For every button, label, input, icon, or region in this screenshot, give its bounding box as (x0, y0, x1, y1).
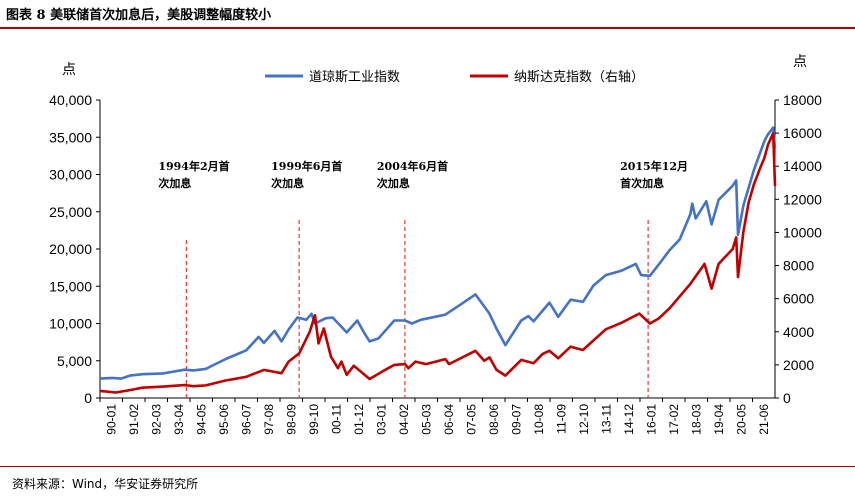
x-tick-label: 96-07 (239, 404, 253, 435)
x-tick-label: 99-10 (307, 404, 321, 435)
right-tick-label: 14000 (783, 158, 822, 174)
x-axis: 90-01 91-02 92-03 93-04 94-05 95-06 96-07 97-08… (99, 398, 771, 435)
left-tick-label: 0 (84, 390, 92, 406)
right-tick-label: 12000 (783, 191, 822, 207)
x-tick-label: 97-08 (262, 404, 276, 435)
x-tick-label: 17-02 (667, 404, 681, 435)
x-tick-label: 00-11 (329, 404, 343, 434)
x-tick-label: 13-11 (599, 404, 613, 434)
left-tick-label: 40,000 (49, 92, 92, 108)
rate-hike-label: 2015年12月 (620, 159, 688, 173)
x-tick-label: 95-06 (217, 404, 231, 435)
x-tick-label: 07-05 (464, 404, 478, 435)
rate-hike-label: 次加息 (271, 176, 304, 190)
x-tick-label: 91-02 (127, 404, 141, 435)
x-tick-label: 09-07 (509, 404, 523, 435)
x-tick-label: 18-03 (689, 404, 703, 435)
right-tick-label: 8000 (783, 258, 814, 274)
title-rule (0, 27, 855, 29)
rate-hike-label: 首次加息 (620, 176, 664, 190)
x-tick-label: 21-06 (757, 404, 771, 435)
right-tick-label: 4000 (783, 324, 814, 340)
x-tick-label: 08-06 (487, 404, 501, 435)
left-y-axis: 0 5,000 10,000 15,000 20,000 25,000 30,000 35,0… (49, 92, 100, 406)
left-tick-label: 20,000 (49, 241, 92, 257)
left-axis-unit: 点 (62, 62, 76, 78)
x-tick-label: 12-10 (577, 404, 591, 435)
right-tick-label: 18000 (783, 92, 822, 108)
x-tick-label: 19-04 (712, 404, 726, 435)
rate-hike-annotations: 1994年2月首次加息1999年6月首次加息2004年6月首次加息2015年12… (158, 159, 688, 398)
x-tick-label: 92-03 (149, 404, 163, 435)
right-tick-label: 16000 (783, 125, 822, 141)
series-lines (99, 126, 777, 394)
x-tick-label: 90-01 (104, 404, 118, 435)
rate-hike-label: 次加息 (158, 176, 191, 190)
x-tick-label: 20-05 (734, 404, 748, 435)
plot-frame (99, 100, 776, 399)
rate-hike-label: 次加息 (377, 176, 410, 190)
series-line-nasdaq (99, 131, 777, 394)
legend: 道琼斯工业指数 纳斯达克指数（右轴） (265, 70, 644, 85)
rate-hike-label: 1994年2月首 (158, 159, 229, 173)
source-note: 资料来源：Wind，华安证券研究所 (12, 477, 199, 491)
right-axis-unit: 点 (793, 54, 807, 70)
right-tick-label: 6000 (783, 291, 814, 307)
left-tick-label: 15,000 (49, 278, 92, 294)
x-tick-label: 10-08 (532, 404, 546, 435)
line-chart: 0 5,000 10,000 15,000 20,000 25,000 30,000 35,0… (49, 54, 822, 435)
rate-hike-label: 2004年6月首 (377, 159, 448, 173)
right-tick-label: 2000 (783, 357, 814, 373)
rate-hike-label: 1999年6月首 (271, 159, 342, 173)
x-tick-label: 14-12 (622, 404, 636, 435)
x-tick-label: 93-04 (172, 404, 186, 435)
series-line-dow-jones (99, 126, 777, 380)
x-tick-label: 01-12 (352, 404, 366, 435)
x-tick-label: 05-03 (419, 404, 433, 435)
right-tick-label: 0 (783, 390, 791, 406)
x-tick-label: 16-01 (644, 404, 658, 435)
left-tick-label: 30,000 (49, 167, 92, 183)
left-tick-label: 5,000 (57, 353, 92, 369)
x-tick-label: 11-09 (554, 404, 568, 434)
left-tick-label: 10,000 (49, 316, 92, 332)
footer-rule (0, 466, 855, 467)
x-tick-label: 06-04 (442, 404, 456, 435)
x-tick-label: 98-09 (284, 404, 298, 435)
legend-label: 道琼斯工业指数 (309, 70, 400, 85)
left-tick-label: 35,000 (49, 129, 92, 145)
right-tick-label: 10000 (783, 224, 822, 240)
right-y-axis: 0 2000 4000 6000 8000 10000 12000 14000 16000 180… (775, 92, 822, 406)
left-tick-label: 25,000 (49, 204, 92, 220)
x-tick-label: 03-01 (374, 404, 388, 435)
x-tick-label: 94-05 (194, 404, 208, 435)
legend-label: 纳斯达克指数（右轴） (514, 70, 644, 85)
chart-title: 图表 8 美联储首次加息后，美股调整幅度较小 (6, 8, 272, 23)
x-tick-label: 04-02 (397, 404, 411, 435)
